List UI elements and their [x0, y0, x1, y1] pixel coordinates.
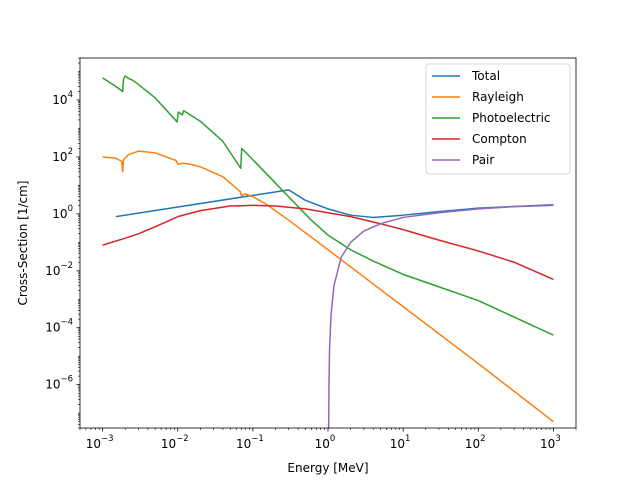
x-tick-label: 101 [390, 434, 411, 451]
y-tick-label: 100 [52, 204, 73, 221]
series-line-total [115, 189, 554, 219]
x-axis: 10−3 10−2 10−1 100 101 102 103 [79, 428, 577, 451]
x-tick-label: 102 [465, 434, 486, 451]
series-line-photoelectric [102, 75, 554, 336]
series-layer [102, 75, 554, 428]
series-line-pair [327, 204, 554, 428]
y-tick-label: 104 [52, 90, 73, 107]
legend-label-photoelectric: Photoelectric [472, 111, 551, 125]
x-tick-label: 100 [315, 434, 336, 451]
legend-label-pair: Pair [472, 153, 494, 167]
x-tick-label: 10−2 [161, 434, 189, 451]
x-tick-label: 103 [540, 434, 561, 451]
legend-box [425, 63, 571, 175]
legend-label-rayleigh: Rayleigh [472, 90, 524, 104]
series-line-compton [102, 204, 554, 281]
x-axis-title: Energy [MeV] [287, 461, 368, 475]
legend-label-compton: Compton [472, 132, 527, 146]
x-tick-label: 10−1 [236, 434, 264, 451]
y-axis-title: Cross-Section [1/cm] [16, 181, 30, 306]
y-tick-label: 10−6 [45, 375, 73, 392]
x-tick-label: 10−3 [86, 434, 114, 451]
y-tick-label: 10−4 [45, 318, 73, 335]
y-tick-label: 102 [52, 147, 73, 164]
y-tick-label: 10−2 [45, 261, 73, 278]
legend-label-total: Total [471, 69, 500, 83]
y-axis: 10−6 10−4 10−2 100 102 104 [45, 57, 80, 429]
series-line-rayleigh [102, 150, 554, 423]
legend: Total Rayleigh Photoelectric Compton Pair [425, 63, 571, 175]
